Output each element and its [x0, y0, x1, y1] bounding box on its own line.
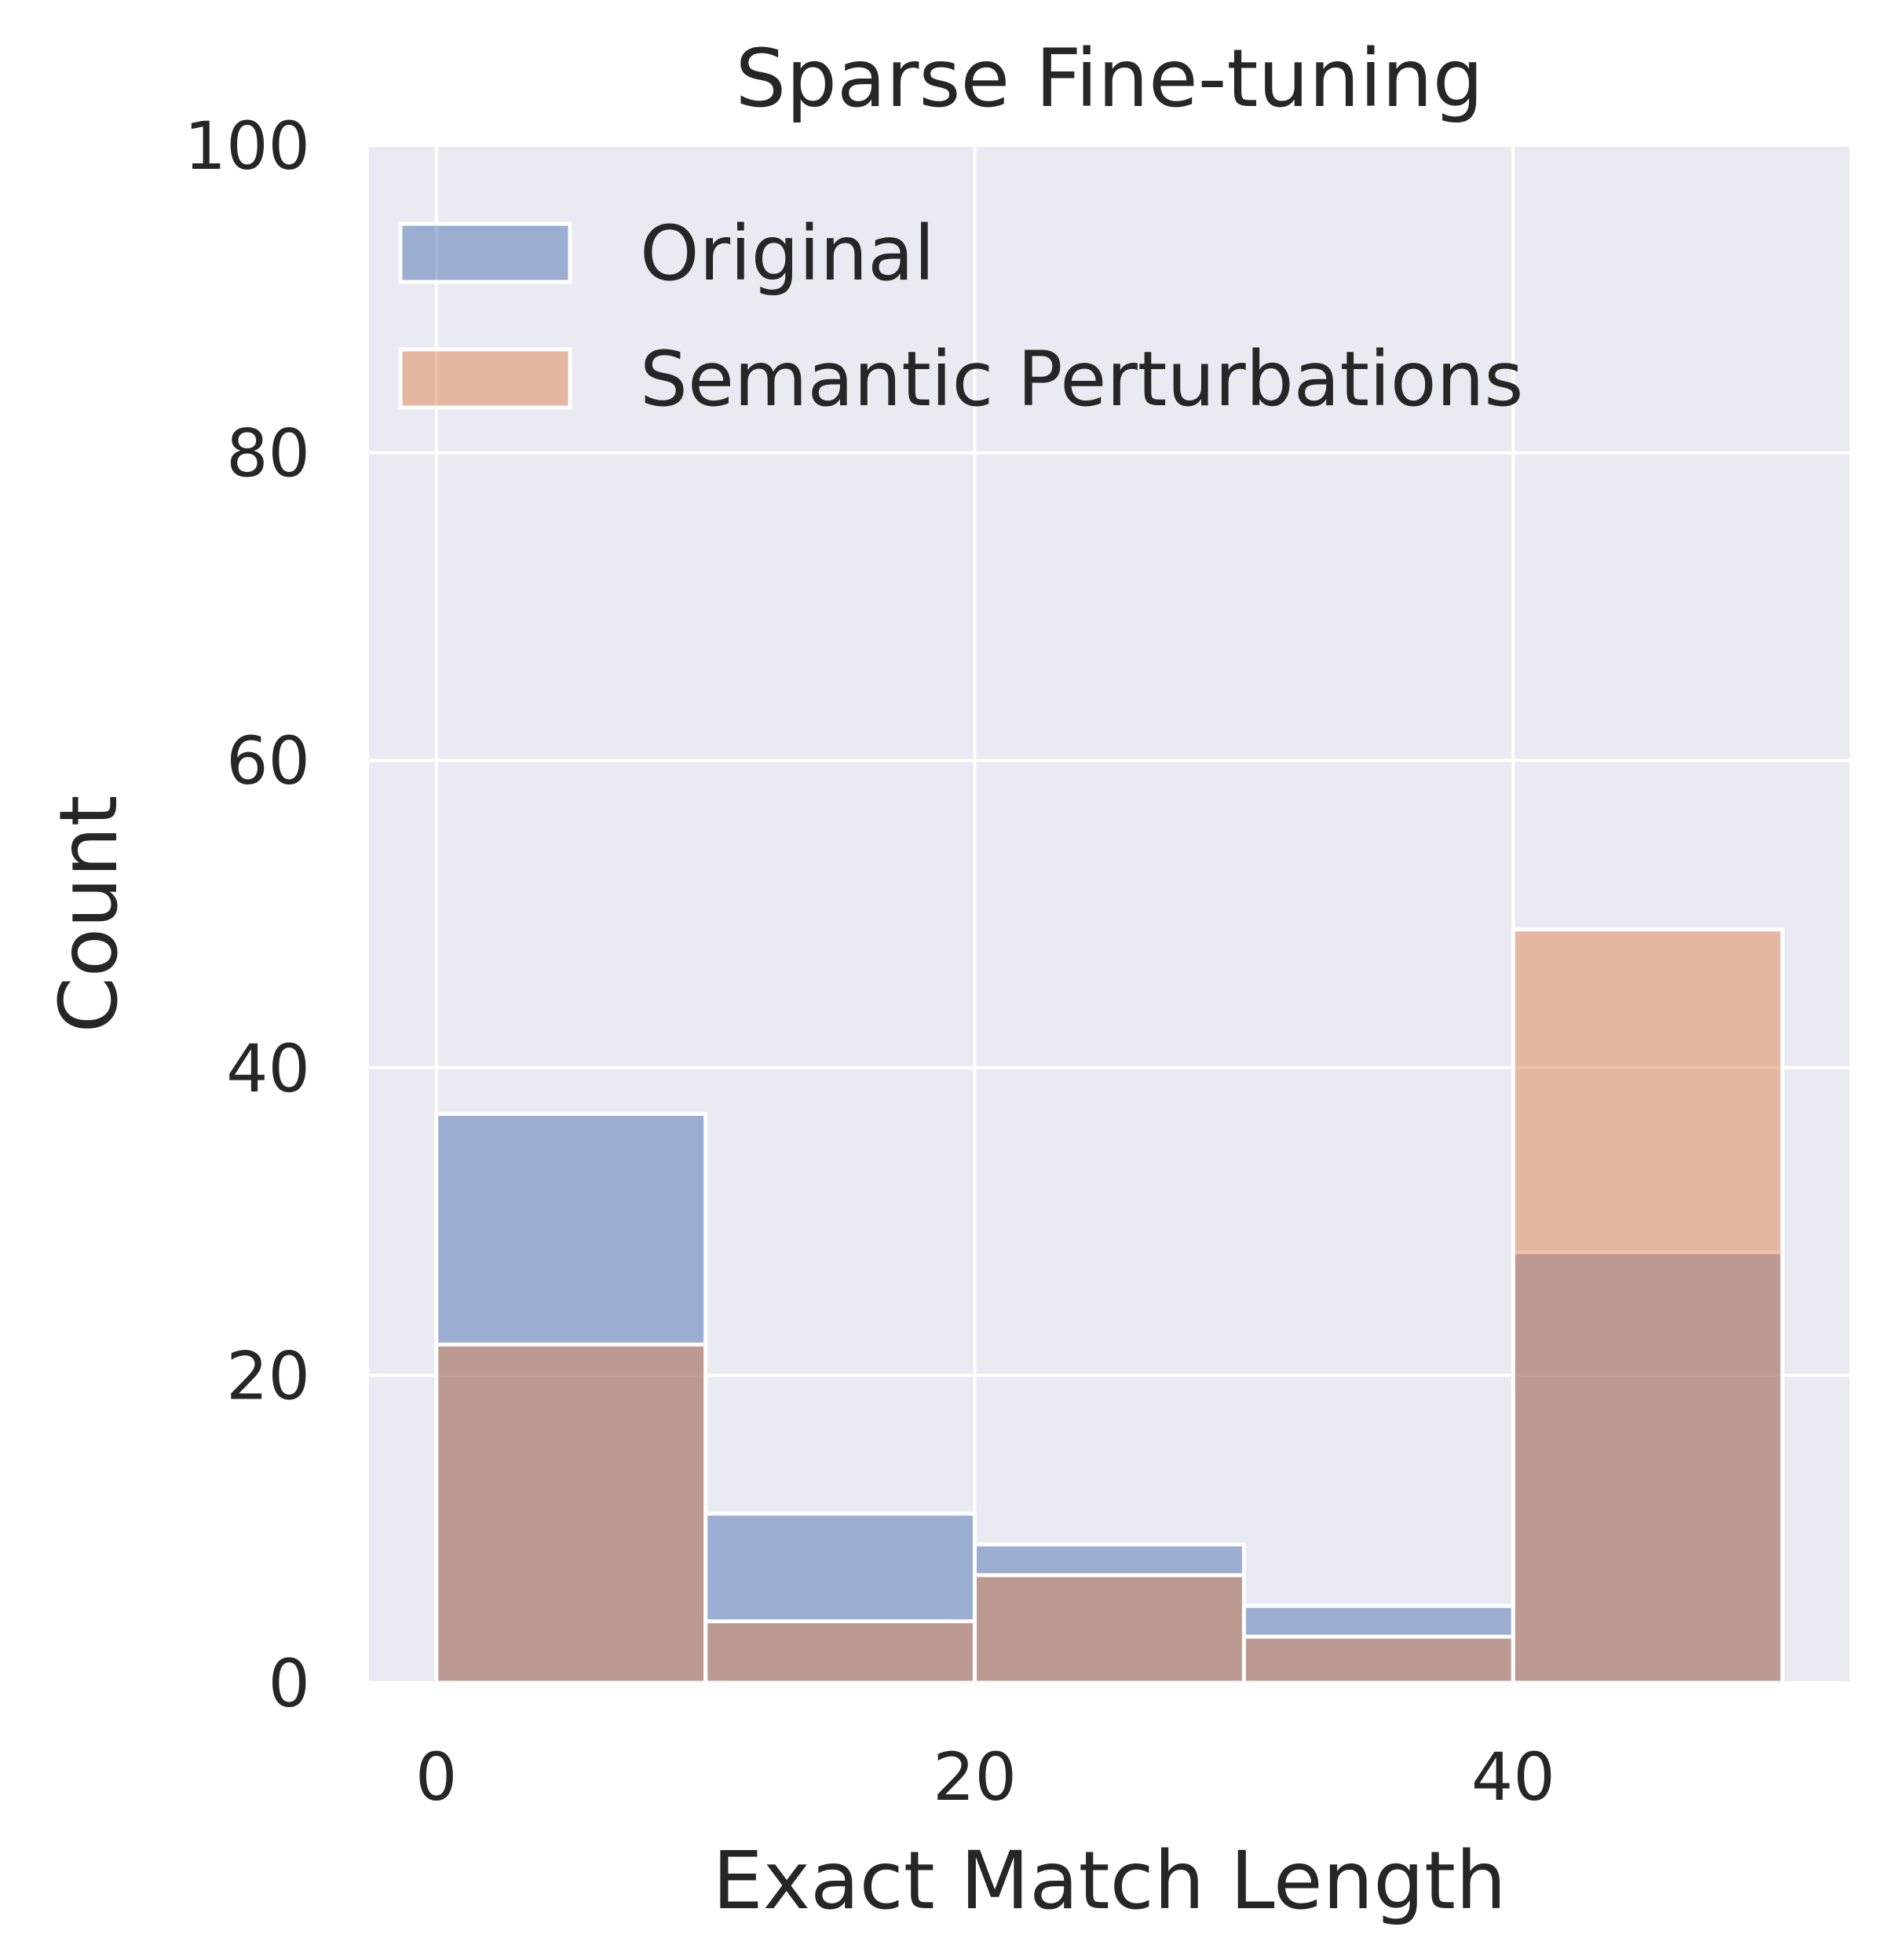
- y-axis-ticks: 0 20 40 60 80 100: [185, 108, 310, 1722]
- x-tick-label: 0: [415, 1739, 457, 1816]
- bar-series-1-bin-0: [434, 1342, 708, 1685]
- legend-swatch-1: [398, 347, 572, 410]
- y-tick-label: 60: [226, 722, 310, 799]
- x-tick-label: 40: [1471, 1739, 1555, 1816]
- histogram-bars: [434, 927, 1785, 1685]
- x-axis-ticks: 0 20 40: [415, 1739, 1555, 1816]
- legend-swatch-0: [398, 221, 572, 284]
- y-tick-label: 80: [226, 415, 310, 492]
- legend-label-1: Semantic Perturbations: [640, 335, 1523, 423]
- chart-title: Sparse Fine-tuning: [735, 32, 1483, 126]
- y-tick-label: 40: [226, 1030, 310, 1107]
- y-tick-label: 100: [185, 108, 310, 185]
- x-tick-label: 20: [933, 1739, 1017, 1816]
- bar-series-1-bin-4: [1511, 927, 1785, 1685]
- bar-series-1-bin-2: [973, 1573, 1246, 1685]
- bar-series-1-bin-1: [703, 1619, 977, 1685]
- legend: Original Semantic Perturbations: [398, 210, 1523, 423]
- bar-series-1-bin-3: [1241, 1634, 1515, 1685]
- y-axis-label: Count: [42, 795, 136, 1033]
- x-axis-label: Exact Match Length: [712, 1834, 1506, 1928]
- y-tick-label: 20: [226, 1337, 310, 1414]
- y-tick-label: 0: [269, 1645, 310, 1722]
- legend-label-0: Original: [640, 210, 935, 298]
